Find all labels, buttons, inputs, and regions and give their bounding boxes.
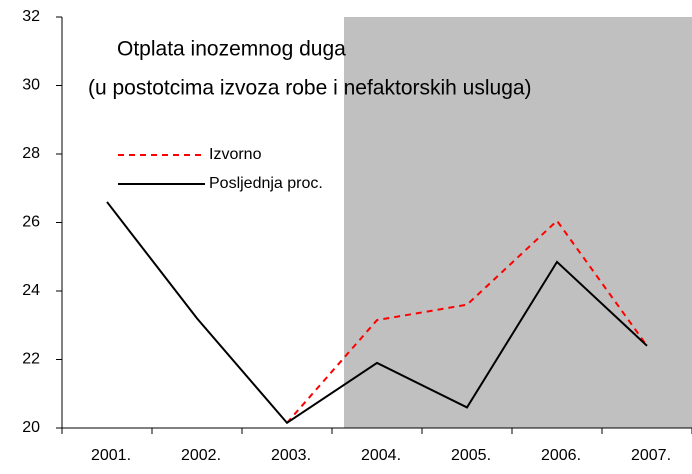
chart-title: Otplata inozemnog duga	[117, 38, 346, 61]
x-tick-label: 2006.	[541, 447, 581, 464]
y-tick-label: 26	[22, 214, 40, 231]
y-tick-label: 32	[22, 8, 40, 25]
y-tick-label: 24	[22, 282, 40, 299]
series-line	[286, 219, 648, 424]
forecast-shade	[344, 17, 692, 428]
x-tick-label: 2007.	[631, 447, 671, 464]
legend-label: Posljednja proc.	[209, 175, 323, 192]
x-tick-label: 2003.	[271, 447, 311, 464]
y-tick-label: 22	[22, 351, 40, 368]
legend-label: Izvorno	[209, 146, 262, 163]
series-line	[106, 201, 648, 425]
y-tick-label: 28	[22, 145, 40, 162]
x-tick-label: 2002.	[181, 447, 221, 464]
x-tick-label: 2001.	[91, 447, 131, 464]
y-tick-label: 20	[22, 419, 40, 436]
x-tick-label: 2005.	[451, 447, 491, 464]
x-tick-label: 2004.	[361, 447, 401, 464]
chart-subtitle: (u postotcima izvoza robe i nefaktorskih…	[88, 77, 532, 100]
y-tick-label: 30	[22, 77, 40, 94]
